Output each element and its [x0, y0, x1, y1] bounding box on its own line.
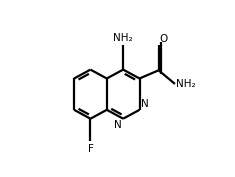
Text: N: N	[114, 120, 122, 130]
Text: NH₂: NH₂	[113, 33, 133, 43]
Text: F: F	[87, 144, 93, 154]
Text: NH₂: NH₂	[176, 79, 196, 89]
Text: O: O	[159, 34, 168, 44]
Text: N: N	[141, 99, 148, 109]
